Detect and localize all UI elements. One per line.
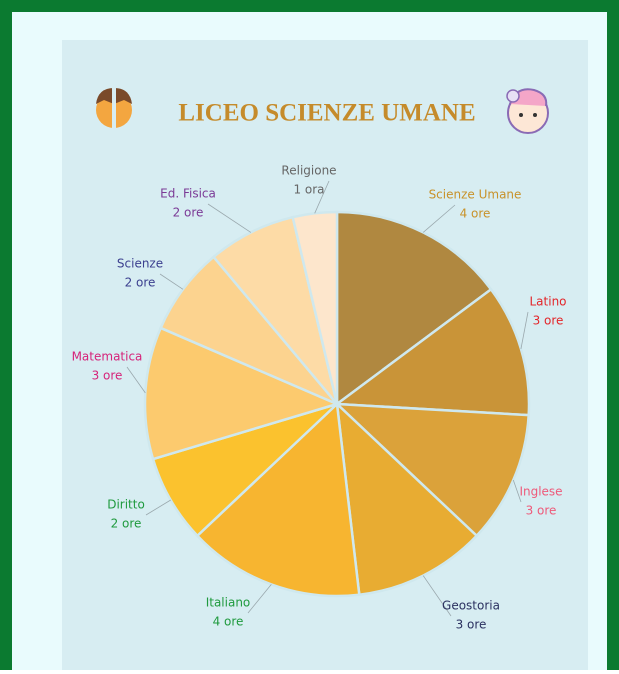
slice-label: Italiano [206,596,251,610]
leader-line [126,366,146,394]
slice-value-label: 4 ore [213,615,244,629]
slice-value-label: 3 ore [533,314,564,328]
leader-line [314,180,330,214]
pie-slice [333,287,531,417]
slice-label: Religione [281,164,336,178]
slice-value-label: 4 ore [460,207,491,221]
slice-label: Latino [529,295,566,309]
leader-line [422,575,452,617]
slice-label: Scienze Umane [429,188,522,202]
slice-value-label: 2 ore [173,206,204,220]
slice-value-label: 2 ore [111,517,142,531]
pie-slice [143,326,341,461]
leader-line [145,499,171,516]
slice-value-label: 1 ora [293,183,324,197]
slice-label: Diritto [107,498,145,512]
slice-value-label: 2 ore [125,276,156,290]
slice-value-label: 3 ore [92,369,123,383]
head-icon-right [506,88,549,134]
leader-line [159,273,184,290]
slice-label: Geostoria [442,599,500,613]
slice-value-label: 3 ore [526,504,557,518]
leader-line [247,584,272,614]
head-icon-left [96,88,132,128]
leader-line [520,311,529,350]
leader-line [207,203,252,233]
leader-line [422,204,456,233]
chart-title: LICEO SCIENZE UMANE [178,100,475,127]
slice-value-label: 3 ore [456,618,487,632]
slice-label: Matematica [72,350,143,364]
slice-label: Ed. Fisica [160,187,216,201]
pie-slice [333,402,530,538]
slice-label: Scienze [117,257,163,271]
slice-label: Inglese [519,485,562,499]
leader-line [512,479,522,503]
